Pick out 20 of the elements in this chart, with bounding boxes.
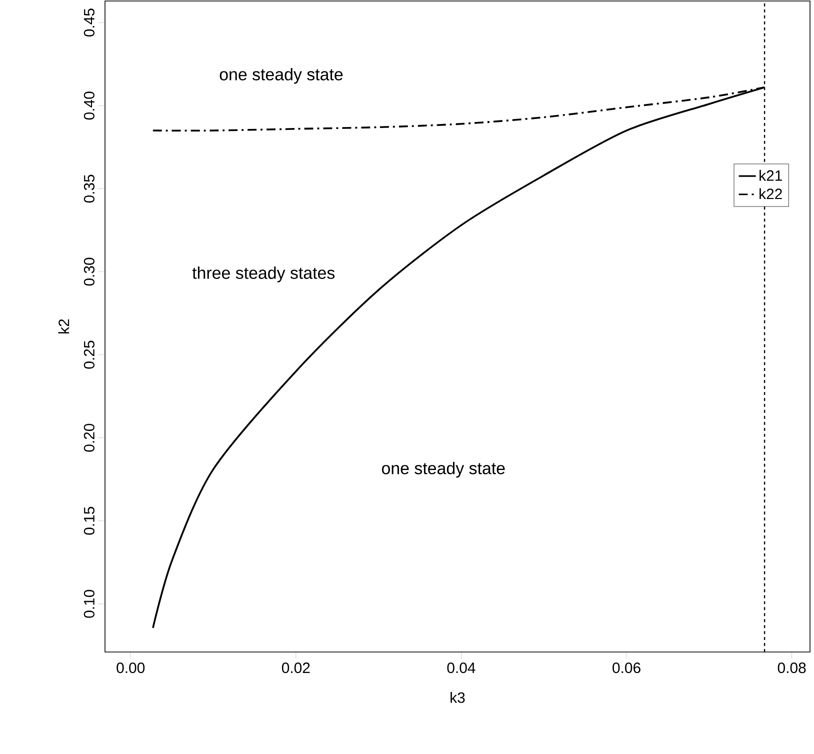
legend-label: k22 (760, 188, 782, 200)
y-tick-label: 0.25 (84, 340, 94, 369)
annotation: three steady states (192, 266, 335, 282)
x-tick-label: 0.02 (282, 662, 310, 674)
y-tick-label: 0.30 (84, 258, 94, 286)
x-tick-label: 0.04 (447, 662, 476, 674)
annotation: one steady state (382, 462, 505, 478)
x-tick-label: 0.06 (612, 662, 640, 674)
legend-label: k21 (760, 170, 782, 181)
y-tick-label: 0.45 (84, 8, 94, 37)
y-tick-label: 0.10 (84, 590, 94, 618)
y-tick-label: 0.15 (84, 506, 94, 535)
x-axis-title: k3 (450, 692, 465, 703)
annotation: one steady state (220, 68, 343, 84)
y-tick-label: 0.35 (84, 174, 94, 203)
x-tick-label: 0.00 (116, 662, 145, 674)
y-axis-title: k2 (58, 319, 70, 334)
y-tick-label: 0.20 (84, 424, 94, 452)
x-tick-label: 0.08 (778, 662, 806, 674)
y-tick-label: 0.40 (84, 92, 94, 120)
